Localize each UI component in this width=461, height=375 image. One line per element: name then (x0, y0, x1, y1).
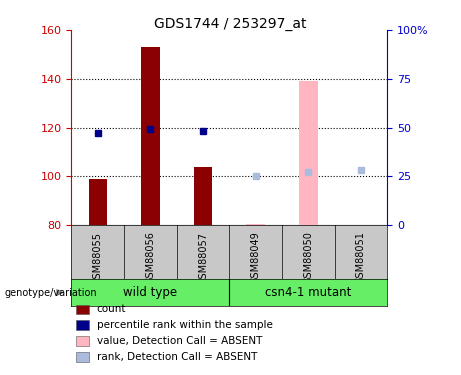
Bar (247, 224, 265, 225)
Text: GSM88051: GSM88051 (356, 231, 366, 284)
Text: rank, Detection Call = ABSENT: rank, Detection Call = ABSENT (97, 352, 257, 362)
Bar (299, 81, 318, 225)
Text: value, Detection Call = ABSENT: value, Detection Call = ABSENT (97, 336, 262, 346)
Text: count: count (97, 304, 126, 314)
Text: GSM88057: GSM88057 (198, 231, 208, 285)
Bar (89, 179, 107, 225)
Text: genotype/variation: genotype/variation (5, 288, 97, 297)
Text: csn4-1 mutant: csn4-1 mutant (265, 286, 351, 299)
Bar (194, 166, 212, 225)
Bar (141, 47, 160, 225)
Text: GSM88055: GSM88055 (93, 231, 103, 285)
Text: GSM88056: GSM88056 (145, 231, 155, 284)
Text: GDS1744 / 253297_at: GDS1744 / 253297_at (154, 17, 307, 31)
Text: wild type: wild type (124, 286, 177, 299)
Text: percentile rank within the sample: percentile rank within the sample (97, 320, 273, 330)
Text: GSM88050: GSM88050 (303, 231, 313, 284)
Text: GSM88049: GSM88049 (251, 231, 260, 284)
